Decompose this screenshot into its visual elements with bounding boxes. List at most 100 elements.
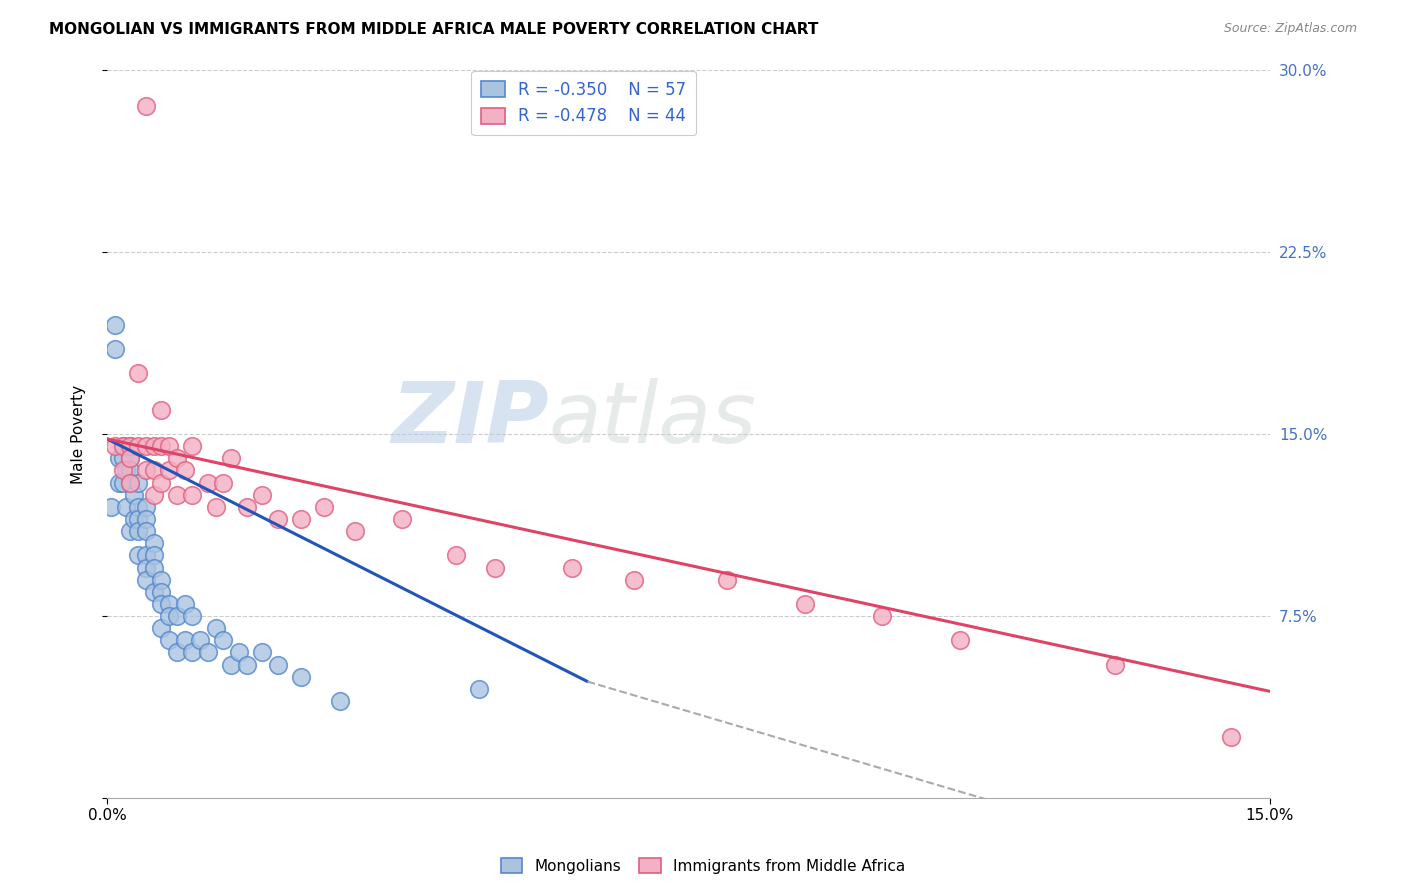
Point (181, 645, 204, 659)
Point (150, 597, 173, 611)
Point (329, 694, 352, 708)
Point (266, 512, 288, 526)
Point (150, 439, 173, 453)
Point (120, 463, 142, 477)
Point (204, 621, 226, 635)
Point (197, 475, 219, 490)
Point (716, 573, 738, 587)
Point (204, 500, 226, 514)
Point (197, 645, 219, 659)
Point (142, 463, 165, 477)
Point (135, 573, 157, 587)
Point (391, 512, 413, 526)
Point (1219, 731, 1241, 745)
Point (157, 609, 180, 624)
Point (250, 488, 273, 502)
Point (107, 451, 129, 466)
Point (173, 597, 195, 611)
Point (142, 584, 165, 599)
Point (127, 439, 149, 453)
Point (235, 657, 257, 672)
Point (111, 439, 134, 453)
Point (120, 475, 142, 490)
Point (166, 451, 188, 466)
Point (135, 560, 157, 574)
Point (150, 402, 173, 417)
Point (312, 500, 335, 514)
Y-axis label: Male Poverty: Male Poverty (72, 384, 86, 483)
Point (166, 609, 188, 624)
Point (173, 633, 195, 648)
Point (166, 645, 188, 659)
Point (127, 512, 149, 526)
Point (793, 597, 815, 611)
Point (142, 488, 165, 502)
Point (115, 500, 138, 514)
Point (344, 524, 367, 538)
Point (104, 342, 127, 356)
Point (135, 512, 157, 526)
Point (135, 99, 157, 113)
Point (111, 451, 134, 466)
Point (127, 524, 149, 538)
Point (290, 512, 312, 526)
Point (166, 488, 188, 502)
Point (188, 633, 211, 648)
Point (150, 584, 173, 599)
Text: Source: ZipAtlas.com: Source: ZipAtlas.com (1223, 22, 1357, 36)
Point (104, 439, 127, 453)
Point (127, 475, 149, 490)
Point (135, 549, 157, 563)
Point (142, 536, 165, 550)
Text: atlas: atlas (548, 378, 756, 461)
Point (120, 439, 142, 453)
Point (870, 609, 893, 624)
Point (135, 500, 157, 514)
Point (135, 439, 157, 453)
Point (468, 681, 491, 696)
Point (120, 451, 142, 466)
Point (120, 475, 142, 490)
Point (212, 475, 235, 490)
Point (219, 451, 242, 466)
Point (142, 439, 165, 453)
Point (181, 488, 204, 502)
Legend: Mongolians, Immigrants from Middle Africa: Mongolians, Immigrants from Middle Afric… (495, 852, 911, 880)
Point (444, 549, 467, 563)
Point (107, 475, 129, 490)
Point (235, 500, 257, 514)
Point (561, 560, 583, 574)
Point (127, 367, 149, 381)
Point (142, 560, 165, 574)
Point (484, 560, 506, 574)
Point (250, 645, 273, 659)
Text: ZIP: ZIP (391, 378, 548, 461)
Point (157, 597, 180, 611)
Point (266, 657, 288, 672)
Point (142, 549, 165, 563)
Point (111, 475, 134, 490)
Text: MONGOLIAN VS IMMIGRANTS FROM MIDDLE AFRICA MALE POVERTY CORRELATION CHART: MONGOLIAN VS IMMIGRANTS FROM MIDDLE AFRI… (49, 22, 818, 37)
Point (120, 524, 142, 538)
Point (100, 500, 122, 514)
Point (948, 633, 970, 648)
Point (181, 439, 204, 453)
Point (212, 633, 235, 648)
Point (290, 670, 312, 684)
Point (157, 633, 180, 648)
Point (122, 512, 145, 526)
Point (127, 500, 149, 514)
Point (219, 657, 242, 672)
Point (228, 645, 250, 659)
Point (104, 318, 127, 332)
Legend: R = -0.350    N = 57, R = -0.478    N = 44: R = -0.350 N = 57, R = -0.478 N = 44 (471, 71, 696, 136)
Point (122, 488, 145, 502)
Point (623, 573, 645, 587)
Point (181, 609, 204, 624)
Point (111, 439, 134, 453)
Point (120, 451, 142, 466)
Point (127, 549, 149, 563)
Point (157, 463, 180, 477)
Point (157, 439, 180, 453)
Point (120, 439, 142, 453)
